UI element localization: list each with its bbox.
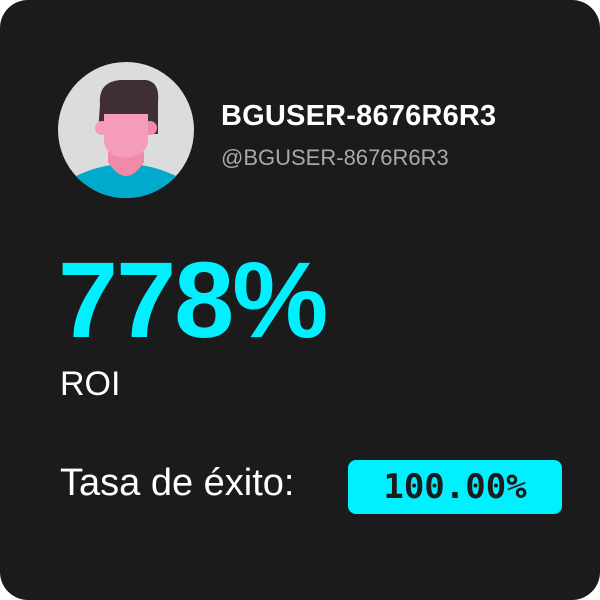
roi-label: ROI: [60, 365, 121, 403]
user-avatar-icon: [58, 62, 194, 198]
roi-value: 778%: [58, 239, 328, 360]
user-handle: @BGUSER-8676R6R3: [221, 145, 449, 170]
success-rate-label: Tasa de éxito:: [60, 462, 295, 504]
display-name: BGUSER-8676R6R3: [221, 100, 497, 132]
success-rate-badge: 100.00%: [348, 460, 562, 514]
